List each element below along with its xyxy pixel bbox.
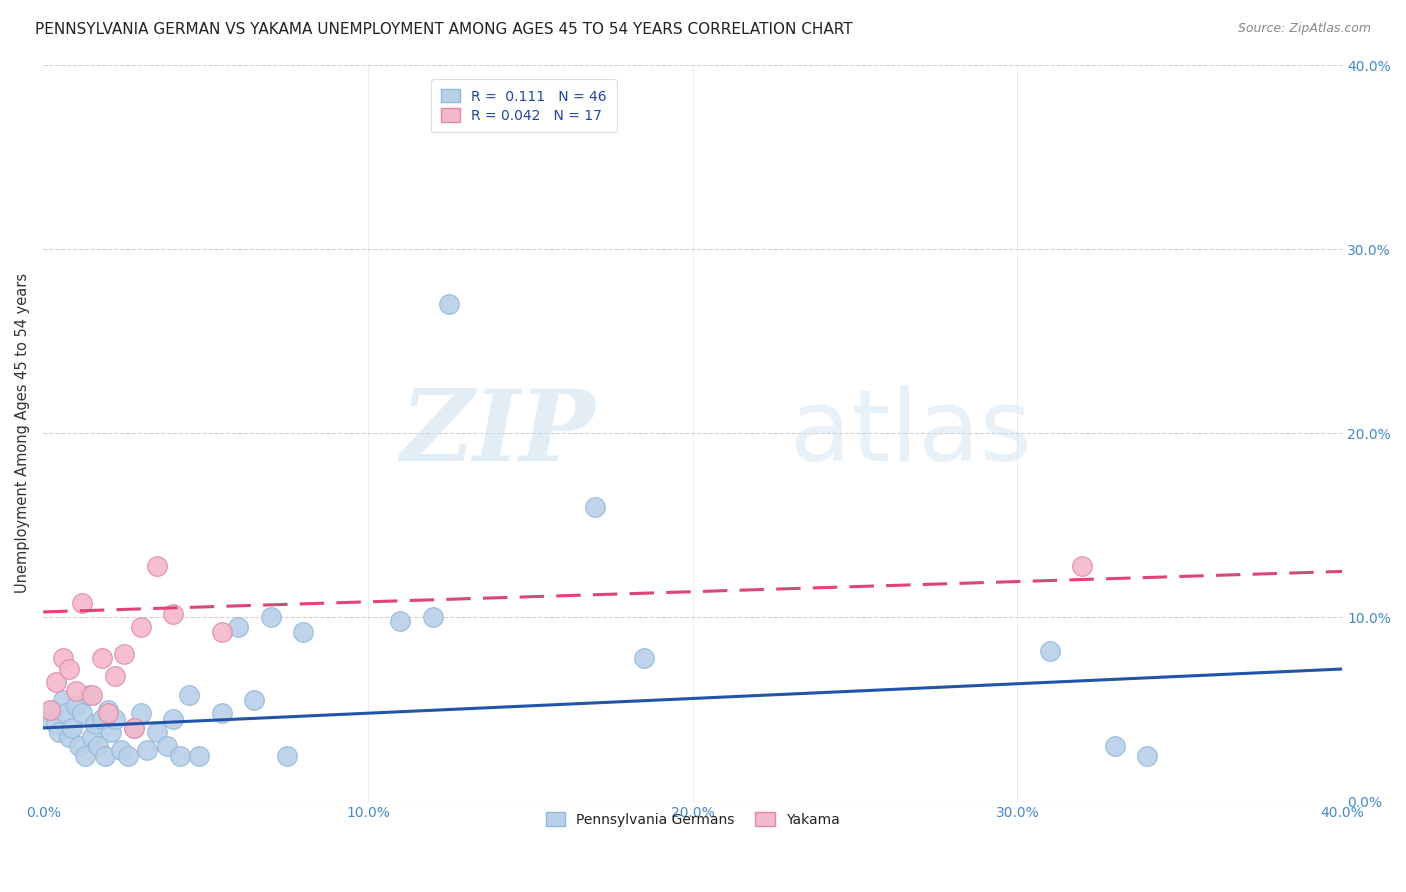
Legend: Pennsylvania Germans, Yakama: Pennsylvania Germans, Yakama [537,804,848,835]
Point [52,693,75,707]
Point [87,739,110,754]
Point [422,610,444,624]
Point [84,717,107,731]
Point [1136,748,1159,763]
Point [179,688,201,702]
Point [97,706,120,721]
Point [583,500,606,514]
Point [162,607,184,621]
Point [129,620,152,634]
Point [90,651,112,665]
Y-axis label: Unemployment Among Ages 45 to 54 years: Unemployment Among Ages 45 to 54 years [15,273,30,593]
Point [1071,558,1094,573]
Point [188,748,211,763]
Point [80,730,103,744]
Point [75,748,97,763]
Point [67,739,90,754]
Point [146,558,169,573]
Point [52,651,75,665]
Point [58,662,80,676]
Point [211,706,233,721]
Point [155,739,177,754]
Point [211,625,233,640]
Point [58,730,80,744]
Point [169,748,191,763]
Point [104,712,127,726]
Point [1104,739,1126,754]
Point [1039,643,1062,657]
Point [38,712,60,726]
Point [226,620,249,634]
Point [42,702,65,716]
Point [65,698,87,713]
Point [80,688,103,702]
Point [146,724,169,739]
Point [117,748,139,763]
Point [129,706,152,721]
Point [45,674,67,689]
Point [259,610,281,624]
Point [70,706,93,721]
Point [38,702,60,716]
Point [110,743,132,757]
Point [633,651,655,665]
Point [389,614,412,628]
Point [77,688,100,702]
Point [48,724,70,739]
Point [90,712,112,726]
Text: PENNSYLVANIA GERMAN VS YAKAMA UNEMPLOYMENT AMONG AGES 45 TO 54 YEARS CORRELATION: PENNSYLVANIA GERMAN VS YAKAMA UNEMPLOYME… [35,22,853,37]
Point [45,717,67,731]
Point [97,702,120,716]
Point [243,693,266,707]
Text: atlas: atlas [790,384,1032,482]
Point [65,684,87,698]
Point [104,669,127,683]
Point [122,721,145,735]
Point [292,625,315,640]
Point [162,712,184,726]
Point [100,724,122,739]
Point [70,596,93,610]
Point [55,706,77,721]
Point [437,297,460,311]
Text: ZIP: ZIP [401,385,595,482]
Point [112,647,135,661]
Point [94,748,117,763]
Point [122,721,145,735]
Point [276,748,298,763]
Text: Source: ZipAtlas.com: Source: ZipAtlas.com [1237,22,1371,36]
Point [62,721,84,735]
Point [136,743,159,757]
